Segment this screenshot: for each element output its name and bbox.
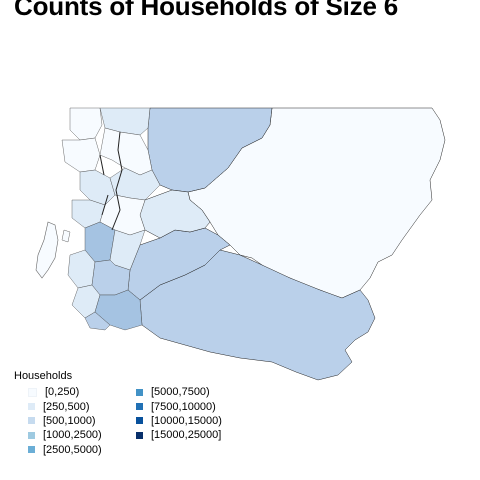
legend-item: [500,1000) xyxy=(14,414,122,428)
legend-item: [5000,7500) xyxy=(122,385,230,399)
legend-label: [5000,7500) xyxy=(151,386,210,399)
legend-swatch xyxy=(28,417,35,425)
map-legend: Households [0,250) [250,500) [500,1000) … xyxy=(14,370,230,457)
region-west-5 xyxy=(79,169,116,206)
legend-label: [10000,15000) xyxy=(151,414,222,427)
legend-label: [500,1000) xyxy=(43,414,96,427)
legend-swatch xyxy=(28,387,37,397)
legend-label: [1000,2500) xyxy=(43,429,102,442)
legend-label: [2500,5000) xyxy=(43,443,102,456)
legend-swatch xyxy=(136,403,143,411)
map-title: Counts of Households of Size 6 xyxy=(14,0,399,21)
legend-swatch xyxy=(28,403,35,411)
legend-item: [7500,10000) xyxy=(122,399,230,413)
region-island-small xyxy=(61,229,71,243)
legend-label: [7500,10000) xyxy=(151,400,216,413)
legend-label: [0,250) xyxy=(45,386,80,399)
legend-swatch xyxy=(28,431,35,439)
legend-label: [15000,25000] xyxy=(151,429,222,442)
legend-item: [250,500) xyxy=(14,399,122,413)
legend-item: [15000,25000] xyxy=(122,428,230,442)
legend-item: [2500,5000) xyxy=(14,443,122,457)
region-west-4 xyxy=(99,127,153,176)
legend-item: [0,250) xyxy=(14,385,122,399)
region-west-3 xyxy=(61,137,101,173)
legend-item: [10000,15000) xyxy=(122,414,230,428)
region-west-15 xyxy=(84,311,111,331)
legend-column-left: [0,250) [250,500) [500,1000) [1000,2500)… xyxy=(14,385,122,457)
legend-title: Households xyxy=(14,370,73,382)
legend-label: [250,500) xyxy=(43,400,90,413)
legend-swatch xyxy=(136,431,143,439)
legend-swatch xyxy=(136,417,143,425)
region-west-1 xyxy=(69,107,103,141)
region-border-lines xyxy=(99,131,123,231)
legend-swatch xyxy=(136,388,143,396)
region-island xyxy=(35,221,59,279)
legend-swatch xyxy=(28,446,35,454)
legend-column-right: [5000,7500) [7500,10000) [10000,15000) [… xyxy=(122,385,230,457)
legend-item: [1000,2500) xyxy=(14,428,122,442)
region-south-large xyxy=(139,249,376,381)
